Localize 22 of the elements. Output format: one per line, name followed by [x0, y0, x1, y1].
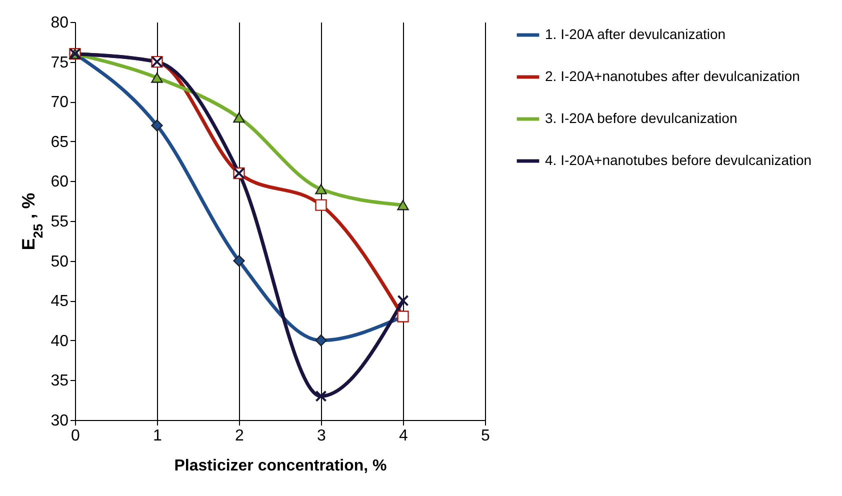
y-tick-label: 60 [50, 174, 69, 191]
x-tick-label: 3 [317, 428, 326, 444]
y-tick-label: 30 [50, 412, 69, 430]
legend-label: 3. I-20A before devulcanization [545, 110, 738, 126]
x-tick-label: 0 [71, 428, 80, 444]
legend-label: 1. I-20A after devulcanization [545, 26, 726, 42]
y-tick-label: 65 [50, 134, 69, 151]
x-tick-label: 5 [481, 428, 490, 444]
y-tick-label: 70 [50, 94, 69, 112]
y-tick-label: 75 [50, 54, 69, 72]
y-tick-label: 80 [50, 14, 69, 32]
y-tick-label: 50 [50, 253, 69, 270]
legend-label: 2. I-20A+nanotubes after devulcanization [545, 68, 800, 84]
x-tick-label: 4 [399, 428, 408, 444]
x-tick-label: 2 [235, 428, 244, 444]
x-tick-label: 1 [153, 428, 162, 444]
y-tick-label: 55 [50, 214, 69, 230]
x-axis-title: Plasticizer concentration, % [174, 458, 387, 474]
y-tick-label: 45 [50, 293, 69, 310]
y-tick-label: 40 [50, 332, 69, 350]
legend-label: 4. I-20A+nanotubes before devulcanization [545, 152, 812, 168]
y-tick-label: 35 [50, 372, 69, 390]
